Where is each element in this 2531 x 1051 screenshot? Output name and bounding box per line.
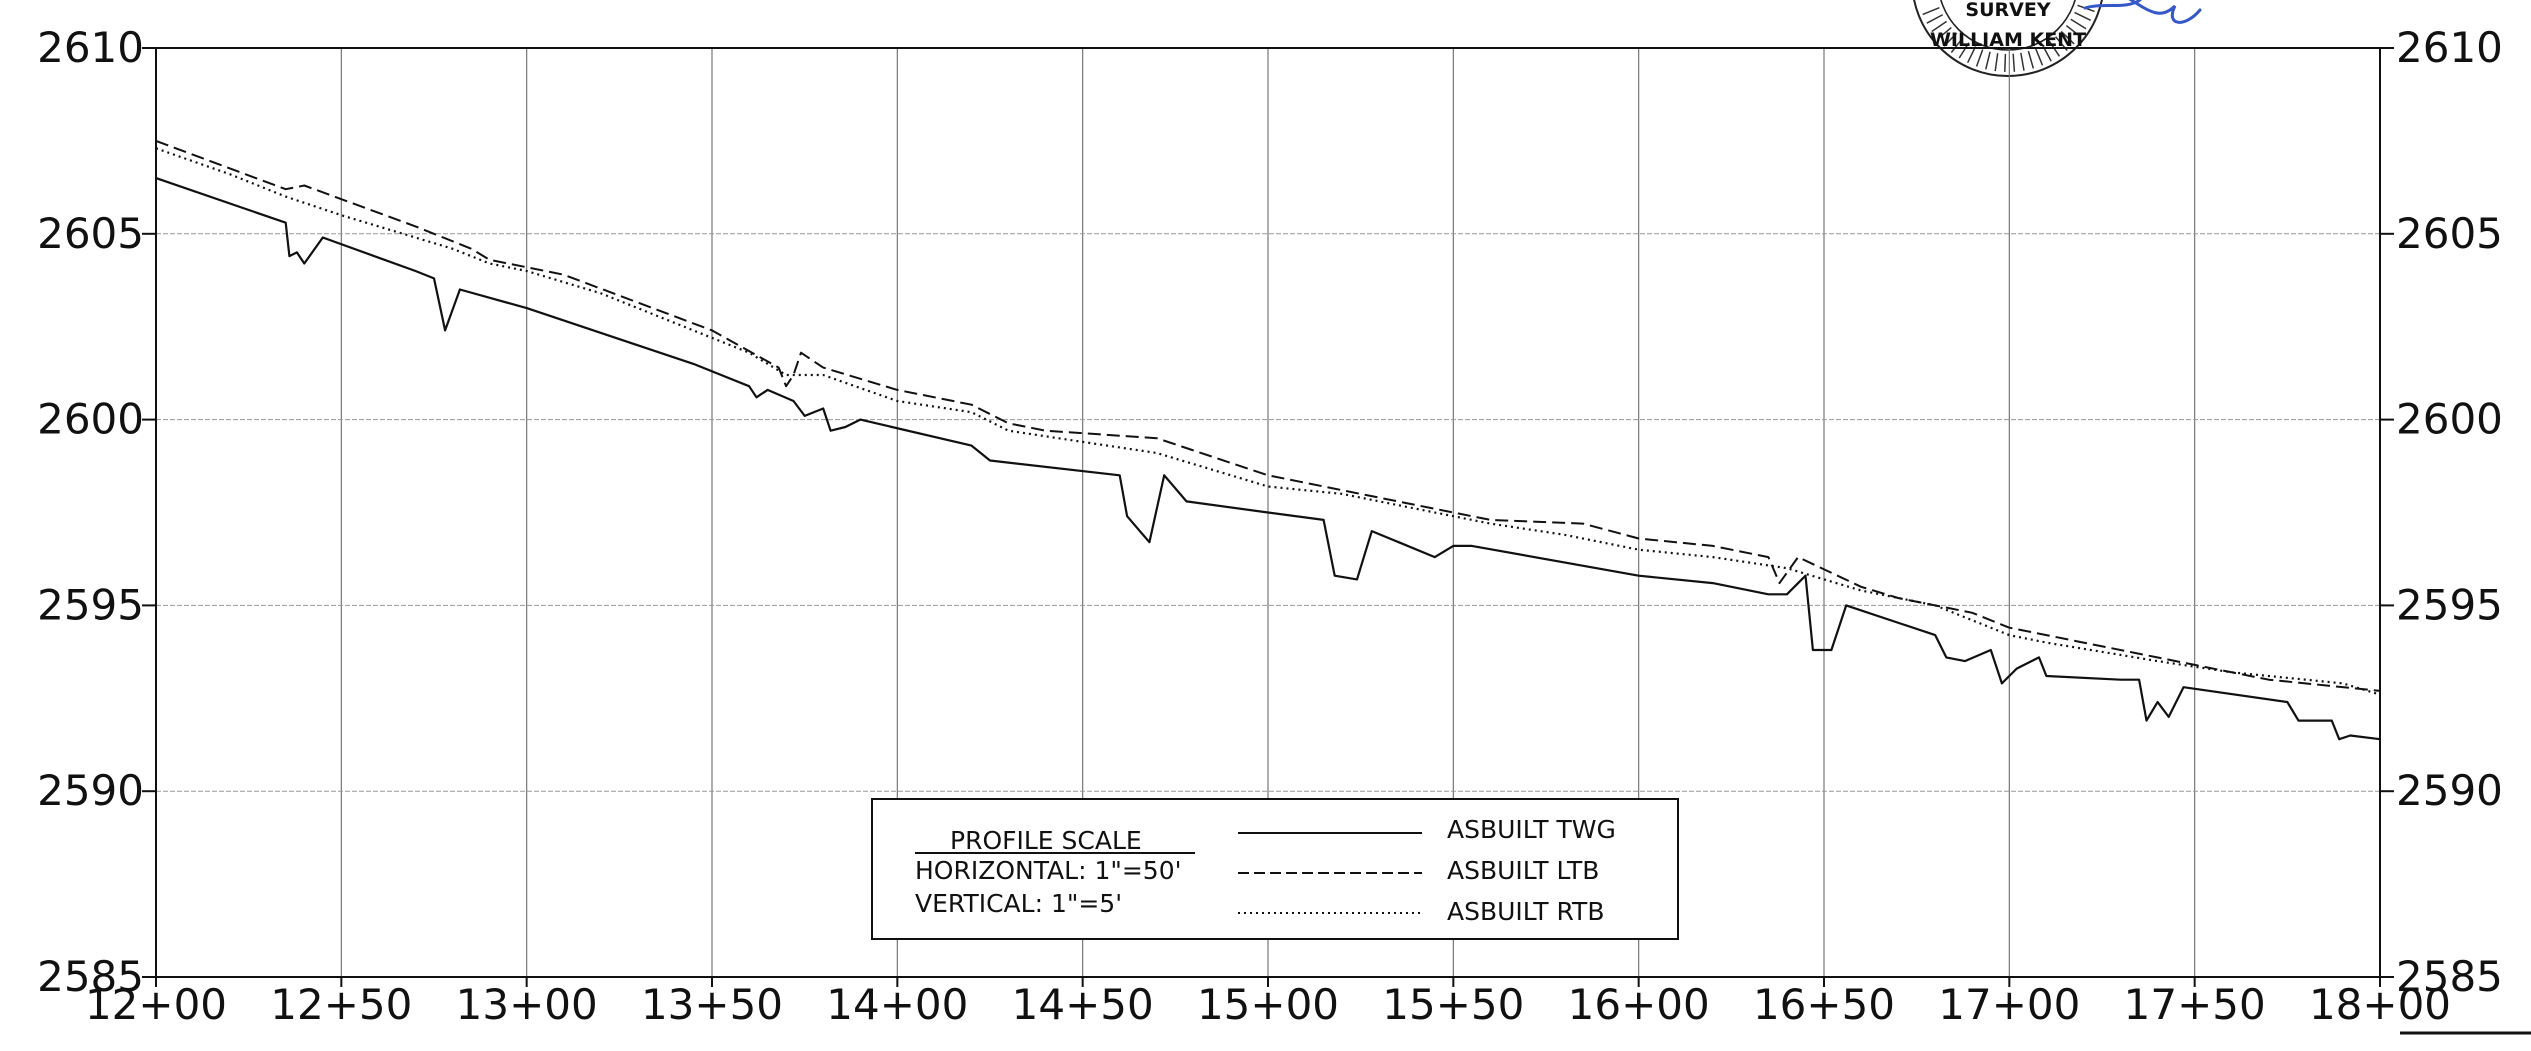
y-axis-left-tick-labels: 2585 2590 2595 2600 2605 2610 — [37, 23, 144, 1001]
x-tick-label: 13+50 — [641, 980, 783, 1029]
seal-hatch — [1943, 32, 1958, 47]
y-tick-label-left: 2610 — [37, 23, 144, 72]
legend-scale-title: PROFILE SCALE — [950, 826, 1142, 855]
seal-hatch — [1950, 37, 1964, 53]
series-line-asbuilt-twg — [155, 177, 2381, 741]
x-tick-label: 15+00 — [1197, 980, 1339, 1029]
x-axis-tick-labels: 12+00 12+50 13+00 13+50 14+00 14+50 15+00 15+50… — [85, 980, 2451, 1029]
y-tick-label-right: 2605 — [2396, 209, 2503, 258]
legend-horizontal-scale: HORIZONTAL: 1"=50' — [915, 856, 1182, 885]
y-tick-label-left: 2595 — [37, 580, 144, 629]
y-tick-label-left: 2590 — [37, 766, 144, 815]
y-tick-label-right: 2590 — [2396, 766, 2503, 815]
legend-vertical-scale: VERTICAL: 1"=5' — [915, 889, 1122, 918]
y-tick-label-left: 2585 — [37, 952, 144, 1001]
seal-hatch — [2027, 50, 2035, 69]
x-tick-label: 16+00 — [1568, 980, 1710, 1029]
x-tick-label: 17+00 — [1938, 980, 2080, 1029]
seal-hatch — [2020, 52, 2025, 71]
seal-hatch — [2074, 11, 2092, 22]
y-axis-right-tick-labels: 2585 2590 2595 2600 2605 2610 — [2396, 23, 2503, 1001]
seal-hatch — [1922, 7, 1940, 16]
seal-hatch — [2070, 18, 2087, 30]
x-tick-label: 18+00 — [2309, 980, 2451, 1029]
legend-frame — [871, 798, 1679, 940]
seal-hatch — [1985, 51, 1991, 70]
seal-inner-ring — [1940, 0, 2076, 51]
x-tick-label: 16+50 — [1753, 980, 1895, 1029]
x-tick-label: 15+50 — [1382, 980, 1524, 1029]
x-tick-label: 14+50 — [1012, 980, 1154, 1029]
seal-hatch — [1958, 42, 1970, 59]
x-tick-label: 12+00 — [85, 980, 227, 1029]
y-tick-label-left: 2600 — [37, 395, 144, 444]
seal-hatch — [2065, 24, 2081, 38]
x-tick-label: 17+50 — [2124, 980, 2266, 1029]
x-tick-label: 12+50 — [270, 980, 412, 1029]
y-tick-label-right: 2600 — [2396, 395, 2503, 444]
legend-box: PROFILE SCALE HORIZONTAL: 1"=50' VERTICA… — [871, 798, 1679, 940]
seal-hatch — [2004, 53, 2007, 72]
seal-hatch — [2060, 30, 2075, 45]
legend-label-rtb: ASBUILT RTB — [1447, 897, 1604, 926]
series-line-asbuilt-rtb — [155, 147, 2381, 696]
seal-hatch — [1931, 20, 1948, 33]
x-tick-label: 13+00 — [456, 980, 598, 1029]
y-tick-label-right: 2585 — [2396, 952, 2503, 1001]
series-line-asbuilt-ltb — [155, 139, 2381, 692]
series-lines — [155, 139, 2381, 741]
seal-text-name: WILLIAM KENT — [1930, 29, 2086, 51]
surveyor-seal: SURVEY WILLIAM KENT — [1913, 0, 2202, 77]
plot-frame — [142, 47, 2531, 1035]
seal-hatch — [1975, 49, 1984, 67]
seal-hatch — [1926, 14, 1944, 24]
legend-label-ltb: ASBUILT LTB — [1447, 856, 1599, 885]
y-tick-label-right: 2610 — [2396, 23, 2503, 72]
y-tick-label-left: 2605 — [37, 209, 144, 258]
seal-outer-ring — [1913, 0, 2103, 77]
y-tick-label-right: 2595 — [2396, 580, 2503, 629]
signature-ink — [2083, 0, 2202, 24]
seal-hatch — [1966, 46, 1977, 64]
seal-hatch — [1994, 53, 1999, 72]
seal-hatch — [2012, 53, 2016, 72]
seal-hatch — [2035, 48, 2044, 66]
x-tick-label: 14+00 — [826, 980, 968, 1029]
legend-label-twg: ASBUILT TWG — [1447, 815, 1616, 844]
seal-text-survey: SURVEY — [1965, 0, 2050, 21]
seal-hatch — [1937, 26, 1952, 40]
